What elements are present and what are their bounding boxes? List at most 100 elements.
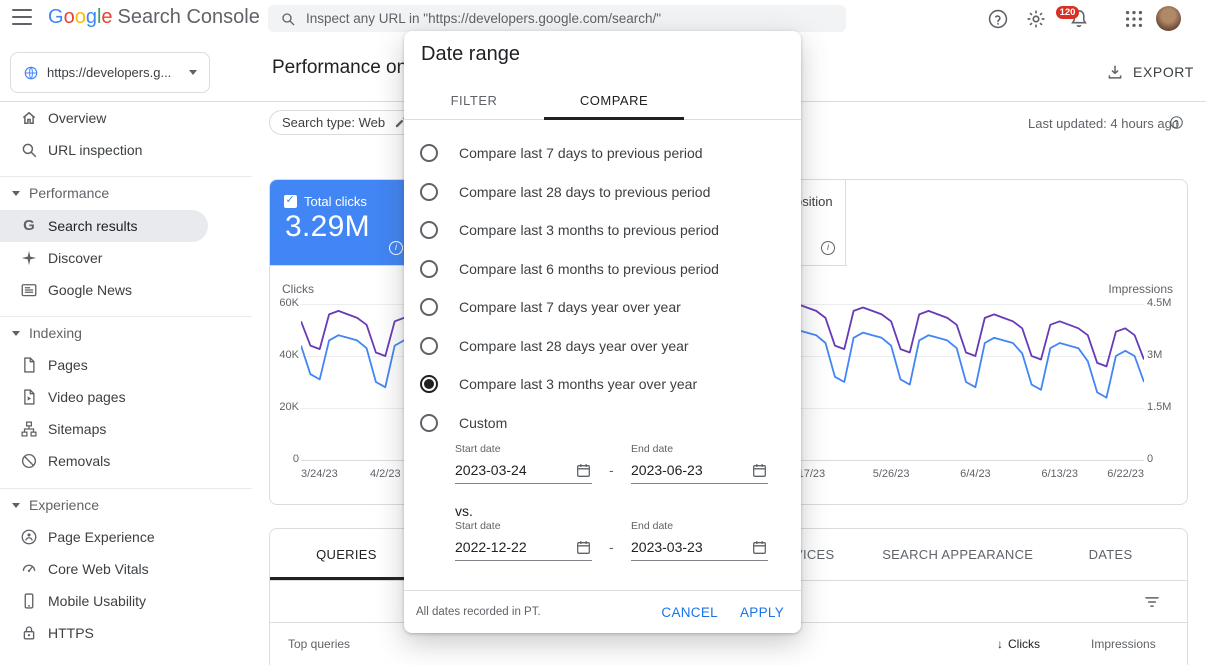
sidebar-section-performance[interactable]: Performance <box>0 179 208 207</box>
radio-icon[interactable] <box>420 298 438 317</box>
y-tick: 60K <box>279 297 299 309</box>
date-range-dialog: Date range FILTER COMPARE Compare last 7… <box>404 31 801 633</box>
document-icon <box>20 356 38 374</box>
compare-end-date-input[interactable] <box>631 539 751 555</box>
x-axis-label: 6/13/23 <box>1041 468 1079 480</box>
radio-option-28-days-yoy[interactable]: Compare last 28 days year over year <box>404 327 801 366</box>
search-type-chip[interactable]: Search type: Web <box>269 110 421 135</box>
left-axis-title: Clicks <box>282 282 314 296</box>
radio-icon[interactable] <box>420 259 438 278</box>
speedometer-icon <box>20 560 38 578</box>
apply-button[interactable]: APPLY <box>729 597 795 628</box>
calendar-icon[interactable] <box>751 539 768 556</box>
radio-option-7-days-previous[interactable]: Compare last 7 days to previous period <box>404 134 801 173</box>
google-logo-word: Google <box>48 6 113 28</box>
edit-pencil-icon[interactable] <box>394 116 407 129</box>
radio-option-3-months-yoy[interactable]: Compare last 3 months year over year <box>404 365 801 404</box>
radio-icon[interactable] <box>420 413 438 432</box>
cancel-button[interactable]: CANCEL <box>650 597 729 628</box>
sidebar-item-sitemaps[interactable]: Sitemaps <box>0 413 208 445</box>
sidebar-item-core-web-vitals[interactable]: Core Web Vitals <box>0 553 208 585</box>
nav-label: Overview <box>48 110 107 126</box>
sidebar-item-page-experience[interactable]: Page Experience <box>0 521 208 553</box>
tab-dates[interactable]: DATES <box>1034 529 1187 580</box>
calendar-icon[interactable] <box>575 539 592 556</box>
help-icon[interactable] <box>1169 115 1184 130</box>
radio-icon[interactable] <box>420 221 438 240</box>
chevron-down-icon <box>189 70 197 75</box>
sidebar-item-mobile-usability[interactable]: Mobile Usability <box>0 585 208 617</box>
sidebar-item-overview[interactable]: Overview <box>0 102 208 134</box>
calendar-icon[interactable] <box>575 462 592 479</box>
sidebar-item-discover[interactable]: Discover <box>0 242 208 274</box>
tab-filter[interactable]: FILTER <box>404 81 544 119</box>
radio-option-custom[interactable]: Custom <box>404 404 801 443</box>
nav-label: Video pages <box>48 389 126 405</box>
sidebar-item-removals[interactable]: Removals <box>0 445 208 477</box>
metric-card-label: Total clicks <box>304 194 367 209</box>
sidebar-section-indexing[interactable]: Indexing <box>0 319 208 347</box>
radio-option-28-days-previous[interactable]: Compare last 28 days to previous period <box>404 173 801 212</box>
compare-start-date-label: Start date <box>455 520 501 532</box>
calendar-icon[interactable] <box>751 462 768 479</box>
radio-label: Compare last 28 days year over year <box>459 337 689 354</box>
avatar[interactable] <box>1156 6 1181 31</box>
app-logo[interactable]: Google Search Console <box>48 5 260 30</box>
settings-icon[interactable] <box>1025 8 1047 30</box>
menu-icon[interactable] <box>12 9 32 25</box>
start-date-input[interactable] <box>455 462 575 478</box>
export-button[interactable]: EXPORT <box>1106 60 1194 84</box>
tab-queries[interactable]: QUERIES <box>270 529 423 580</box>
compare-start-date-input[interactable] <box>455 539 575 555</box>
property-selector[interactable]: https://developers.g... <box>10 52 210 93</box>
radio-icon[interactable] <box>420 182 438 201</box>
end-date-input[interactable] <box>631 462 751 478</box>
product-name: Search Console <box>117 6 260 28</box>
radio-option-3-months-previous[interactable]: Compare last 3 months to previous period <box>404 211 801 250</box>
url-inspect-searchbox[interactable] <box>268 5 846 32</box>
sidebar-item-search-results[interactable]: G Search results <box>0 210 208 242</box>
range-separator: - <box>609 462 614 478</box>
tab-compare[interactable]: COMPARE <box>544 81 684 120</box>
section-label: Performance <box>29 185 110 201</box>
nav-label: Removals <box>48 453 111 469</box>
search-input[interactable] <box>306 11 834 26</box>
section-label: Experience <box>29 497 100 513</box>
export-label: EXPORT <box>1133 64 1194 80</box>
radio-icon[interactable] <box>420 144 438 163</box>
chevron-down-icon <box>12 502 20 508</box>
y-tick: 4.5M <box>1147 297 1172 309</box>
y-tick: 20K <box>279 401 299 413</box>
nav-label: HTTPS <box>48 625 94 641</box>
help-icon[interactable] <box>987 8 1009 30</box>
radio-option-7-days-yoy[interactable]: Compare last 7 days year over year <box>404 288 801 327</box>
sidebar-item-google-news[interactable]: Google News <box>0 274 208 306</box>
radio-label: Compare last 7 days year over year <box>459 299 681 316</box>
dialog-footer: All dates recorded in PT. CANCEL APPLY <box>404 590 801 633</box>
column-header-clicks[interactable]: ↓ Clicks <box>997 637 1040 651</box>
y-tick: 40K <box>279 349 299 361</box>
metric-card-total-clicks[interactable]: Total clicks 3.29M i <box>270 180 414 265</box>
nav-label: URL inspection <box>48 142 143 158</box>
radio-icon[interactable] <box>420 336 438 355</box>
filter-icon[interactable] <box>1143 593 1161 611</box>
sidebar-item-url-inspection[interactable]: URL inspection <box>0 134 208 166</box>
radio-selected-icon[interactable] <box>420 375 438 394</box>
nav-label: Google News <box>48 282 133 298</box>
tab-search-appearance[interactable]: SEARCH APPEARANCE <box>881 529 1034 580</box>
sidebar-section-experience[interactable]: Experience <box>0 491 208 519</box>
checkbox-checked-icon[interactable] <box>284 194 297 208</box>
sidebar-item-pages[interactable]: Pages <box>0 349 208 381</box>
sidebar-item-https[interactable]: HTTPS <box>0 617 208 649</box>
end-date-field[interactable] <box>631 457 768 484</box>
compare-start-date-field[interactable] <box>455 534 592 561</box>
start-date-field[interactable] <box>455 457 592 484</box>
compare-end-date-field[interactable] <box>631 534 768 561</box>
property-label: https://developers.g... <box>47 65 172 80</box>
radio-label: Compare last 7 days to previous period <box>459 145 703 162</box>
apps-grid-icon[interactable] <box>1123 8 1145 30</box>
compare-end-date-label: End date <box>631 520 674 532</box>
sidebar-item-video-pages[interactable]: Video pages <box>0 381 208 413</box>
column-header-impressions[interactable]: Impressions <box>1091 637 1156 651</box>
radio-option-6-months-previous[interactable]: Compare last 6 months to previous period <box>404 250 801 289</box>
